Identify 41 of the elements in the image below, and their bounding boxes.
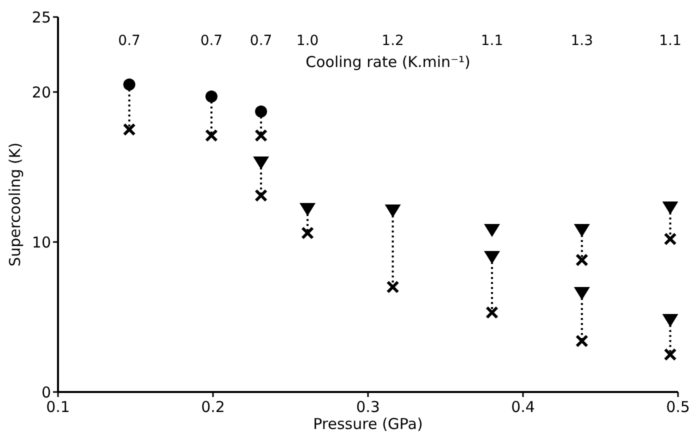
point [123,78,136,90]
point [575,334,588,348]
point [484,251,500,264]
annotation: 0.7 [250,33,272,49]
annotation: 1.3 [570,33,594,49]
x-tick-label: 0.3 [356,398,380,416]
y-axis-title: Supercooling (K) [6,142,24,266]
point [662,202,678,214]
point [574,224,590,237]
point [664,232,677,246]
annotation: 0.7 [200,33,223,49]
point [386,280,400,294]
y-tick-label: 20 [32,83,51,102]
point [384,204,401,218]
y-tick-label: 25 [32,8,51,26]
y-tick-label: 10 [32,233,51,252]
point [253,156,270,170]
point [205,90,218,102]
annotation: 1.0 [296,33,319,49]
annotation: 0.7 [118,33,140,49]
point [575,254,588,266]
x-tick-label: 0.4 [511,398,535,416]
annotation: 1.2 [382,33,404,49]
x-axis-title: Pressure (GPa) [313,415,423,433]
point [484,224,500,237]
x-tick-label: 0.5 [666,398,690,416]
annotation: Cooling rate (K.min⁻¹) [306,53,470,71]
point [662,314,678,327]
annotation: 1.1 [659,33,682,49]
point [254,129,268,142]
point [254,189,268,202]
x-tick-label: 0.2 [201,398,225,416]
point [664,348,677,361]
point [574,287,590,300]
point [255,106,268,118]
point [122,123,136,136]
annotation: 1.1 [480,33,504,49]
point [301,226,314,240]
point [204,129,218,142]
point [486,306,498,319]
point [300,203,316,216]
